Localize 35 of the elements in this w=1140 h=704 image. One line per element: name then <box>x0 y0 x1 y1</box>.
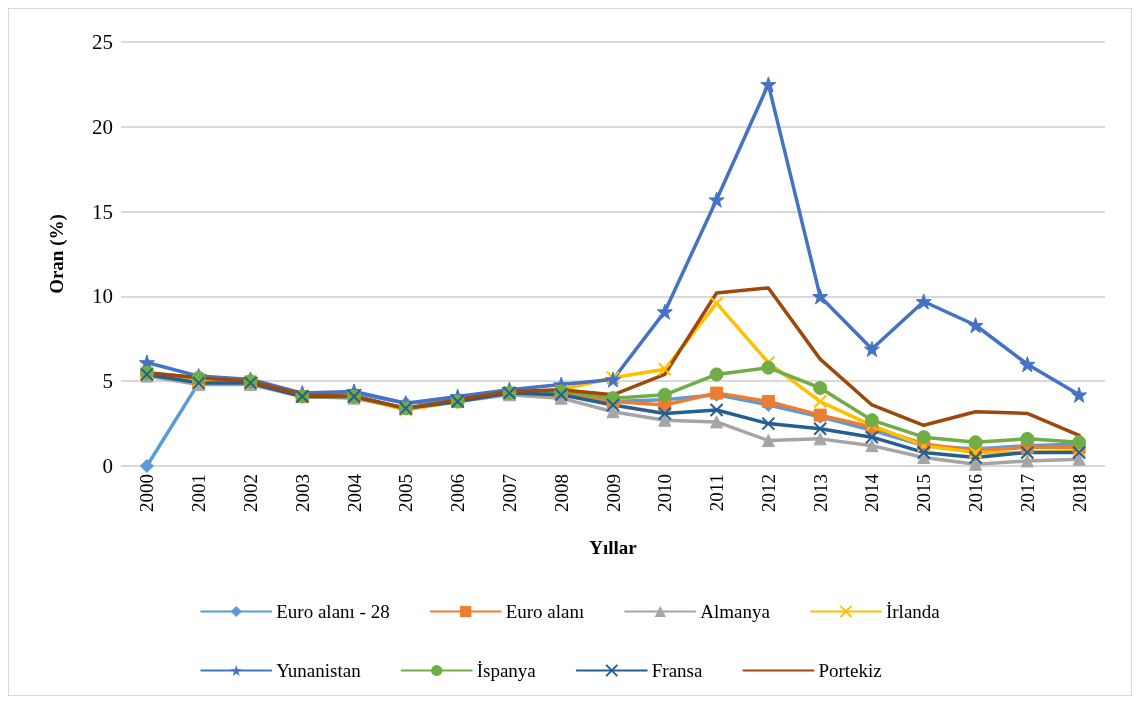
x-tick-label: 2007 <box>498 474 520 512</box>
x-tick-label: 2012 <box>757 474 779 512</box>
legend-label: İrlanda <box>885 601 941 622</box>
x-tick-label: 2003 <box>291 474 313 512</box>
x-tick-label: 2016 <box>965 474 987 512</box>
legend-label: Almanya <box>700 601 771 622</box>
legend-label: Portekiz <box>818 660 882 681</box>
x-tick-label: 2008 <box>550 474 572 512</box>
x-tick-label: 2010 <box>654 474 676 512</box>
legend-label: Yunanistan <box>276 660 362 681</box>
x-tick-label: 2014 <box>861 473 883 512</box>
x-tick-label: 2006 <box>447 474 469 512</box>
y-axis-title: Oran (%) <box>46 214 68 294</box>
x-tick-label: 2005 <box>395 474 417 512</box>
x-tick-label: 2000 <box>136 474 158 512</box>
y-tick-label: 5 <box>102 369 113 394</box>
x-tick-label: 2001 <box>188 474 210 512</box>
x-tick-label: 2015 <box>913 474 935 512</box>
y-tick-label: 10 <box>92 284 113 309</box>
y-tick-label: 20 <box>92 114 113 139</box>
x-tick-label: 2018 <box>1068 474 1090 512</box>
y-tick-label: 0 <box>102 454 113 478</box>
x-tick-label: 2004 <box>343 473 365 512</box>
legend-label: İspanya <box>476 660 537 681</box>
legend-label: Fransa <box>651 660 703 681</box>
x-tick-label: 2002 <box>239 474 261 512</box>
y-tick-label: 25 <box>92 30 113 54</box>
x-axis-title: Yıllar <box>589 537 638 558</box>
legend-label: Euro alanı <box>505 601 585 622</box>
y-tick-label: 15 <box>92 199 113 224</box>
legend-label: Euro alanı - 28 <box>276 601 390 622</box>
x-tick-label: 2013 <box>809 474 831 512</box>
x-tick-label: 2017 <box>1016 474 1038 512</box>
x-tick-label: 2009 <box>602 474 624 512</box>
x-tick-label: 2011 <box>706 474 728 512</box>
